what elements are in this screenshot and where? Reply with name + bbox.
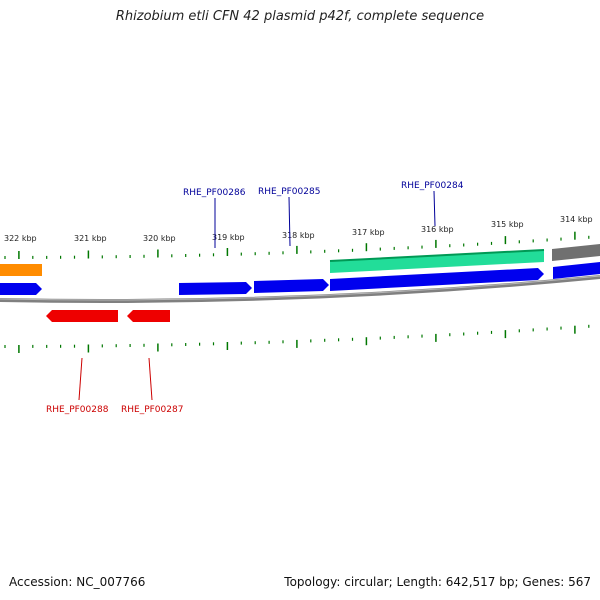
- green-cds-feature: [330, 250, 544, 273]
- leader-line-rhe-pf00284: [433, 190, 436, 227]
- forward-genes: [0, 262, 600, 295]
- kbp-label-317: 317 kbp: [352, 228, 385, 237]
- genome-backbone: [0, 275, 600, 304]
- kbp-label-314: 314 kbp: [560, 215, 593, 224]
- inner-tick-ring: [4, 324, 590, 353]
- forward-gene-arrow[interactable]: [0, 283, 42, 295]
- genome-backbone-highlight: [0, 275, 600, 301]
- kbp-label-322: 322 kbp: [4, 234, 37, 243]
- reverse-gene-arrow[interactable]: [46, 310, 118, 322]
- gray-feature: [552, 244, 600, 261]
- kbp-labels: 322 kbp 321 kbp 320 kbp 319 kbp 318 kbp …: [4, 215, 593, 243]
- gene-label-rhe-pf00287[interactable]: RHE_PF00287: [121, 405, 183, 415]
- kbp-label-316: 316 kbp: [421, 225, 454, 234]
- gene-label-rhe-pf00285[interactable]: RHE_PF00285: [258, 187, 320, 197]
- kbp-label-318: 318 kbp: [282, 231, 315, 240]
- forward-gene-arrow[interactable]: [553, 262, 600, 279]
- kbp-label-321: 321 kbp: [74, 234, 107, 243]
- leader-line-rhe-pf00288: [78, 357, 83, 401]
- forward-gene-arrow[interactable]: [330, 268, 544, 291]
- gene-label-leaders: [78, 190, 436, 401]
- map-title: Rhizobium etli CFN 42 plasmid p42f, comp…: [115, 9, 485, 24]
- kbp-label-319: 319 kbp: [212, 233, 245, 242]
- orange-feature: [0, 264, 42, 276]
- gene-label-rhe-pf00288[interactable]: RHE_PF00288: [46, 405, 109, 415]
- green-cds-edge: [329, 249, 545, 262]
- sequence-summary: Topology: circular; Length: 642,517 bp; …: [284, 575, 591, 589]
- kbp-label-315: 315 kbp: [491, 220, 524, 229]
- leader-line-rhe-pf00287: [148, 357, 153, 401]
- gene-label-rhe-pf00286[interactable]: RHE_PF00286: [183, 188, 246, 198]
- reverse-gene-arrow[interactable]: [127, 310, 170, 322]
- gene-label-rhe-pf00284[interactable]: RHE_PF00284: [401, 181, 464, 191]
- forward-gene-arrow[interactable]: [254, 279, 329, 293]
- outer-tick-ring: [4, 231, 590, 259]
- reverse-genes: [46, 310, 170, 322]
- leader-line-rhe-pf00285: [288, 196, 291, 247]
- forward-gene-arrow[interactable]: [179, 282, 252, 295]
- accession-text: Accession: NC_007766: [9, 575, 146, 589]
- kbp-label-320: 320 kbp: [143, 234, 176, 243]
